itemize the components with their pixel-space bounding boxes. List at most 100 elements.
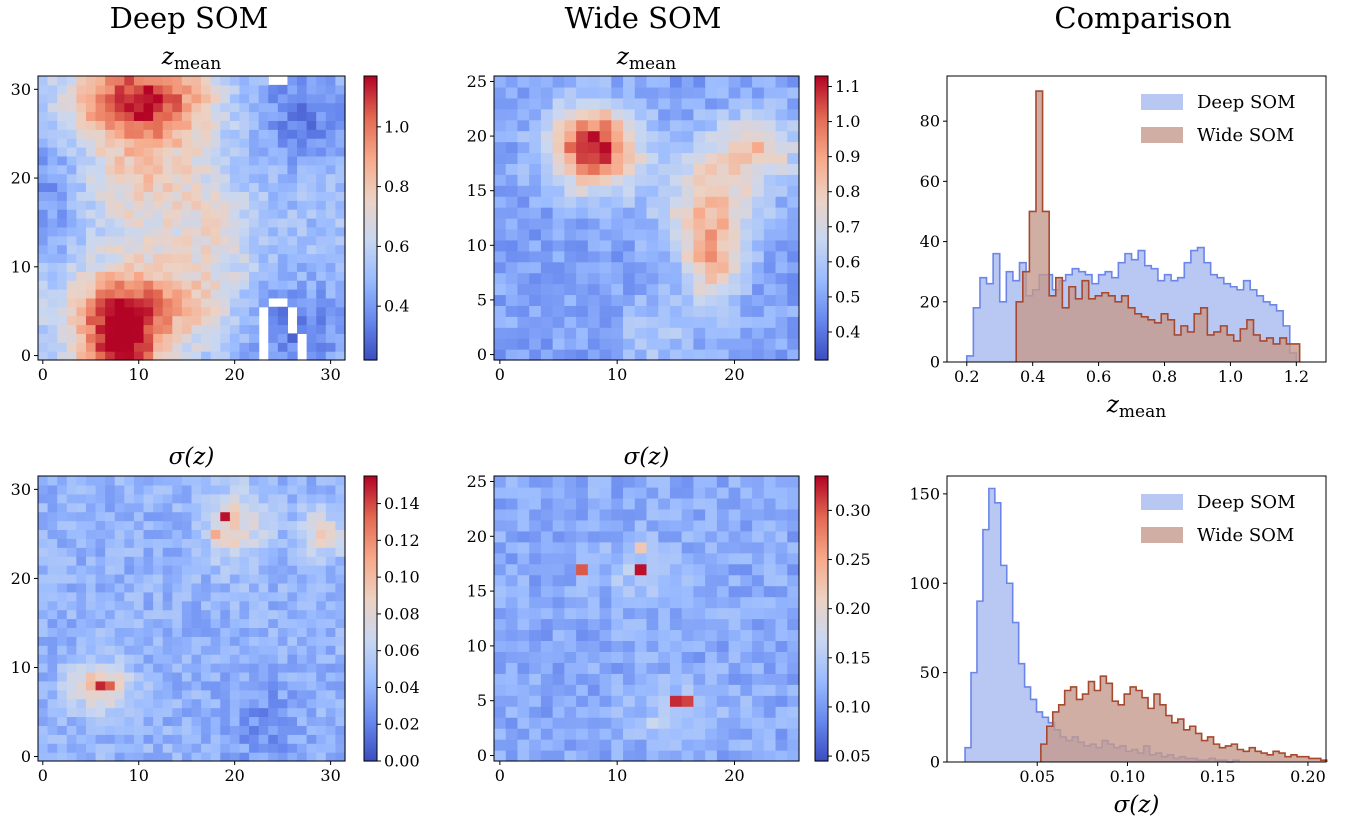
heatmap-cell <box>277 191 289 201</box>
heatmap-cell <box>494 76 507 88</box>
colorbar-segment <box>815 158 828 162</box>
heatmap-cell <box>775 272 788 285</box>
heatmap-cell <box>268 84 279 95</box>
heatmap-cell <box>599 338 612 350</box>
heatmap-cell <box>57 315 68 326</box>
heatmap-cell <box>529 508 542 521</box>
colorbar-segment <box>364 668 377 672</box>
colorbar-segment <box>815 177 828 181</box>
heatmap-cell <box>693 349 706 361</box>
heatmap-cell <box>85 743 97 753</box>
heatmap-cell <box>201 351 212 361</box>
colorbar-segment <box>815 499 828 503</box>
heatmap-cell <box>153 600 164 611</box>
heatmap-cell <box>220 636 231 646</box>
heatmap-cell <box>517 618 530 631</box>
heatmap-cell <box>728 640 741 652</box>
heatmap-cell <box>564 629 577 642</box>
heatmap-cell <box>297 315 308 326</box>
heatmap-cell <box>297 707 308 718</box>
heatmap-cell <box>76 244 87 255</box>
heatmap-cell <box>105 120 116 130</box>
heatmap-cell <box>775 728 788 740</box>
colorbar-tick-label: 0.15 <box>835 648 871 667</box>
heatmap-cell <box>143 743 154 753</box>
heatmap-cell <box>740 218 753 230</box>
colorbar-segment <box>815 656 828 660</box>
heatmap-cell <box>143 582 154 593</box>
heatmap-cell <box>85 680 97 691</box>
heatmap-cell <box>517 130 530 143</box>
heatmap-cell <box>57 191 68 201</box>
heatmap-cell <box>249 493 260 504</box>
heatmap-cell <box>201 306 212 317</box>
y-tick-label: 0 <box>21 346 31 365</box>
heatmap-cell <box>576 673 589 685</box>
colorbar-tick-label: 0.12 <box>384 531 420 550</box>
heatmap-cell <box>172 627 183 637</box>
heatmap-cell <box>76 618 87 629</box>
heatmap-cell <box>335 511 346 522</box>
heatmap-cell <box>249 502 260 513</box>
heatmap-cell <box>693 141 706 154</box>
heatmap-cell <box>587 163 601 175</box>
colorbar-segment <box>815 348 828 352</box>
colorbar-segment <box>364 281 377 285</box>
heatmap-cell <box>540 629 554 642</box>
heatmap-cell <box>752 130 765 143</box>
heatmap-cell <box>124 556 135 566</box>
colorbar-tick-label: 0.14 <box>384 494 420 513</box>
heatmap-cell <box>268 645 279 655</box>
heatmap-cell <box>658 706 671 718</box>
heatmap-cell <box>587 108 601 121</box>
heatmap-cell <box>124 218 135 228</box>
heatmap-cell <box>529 152 542 164</box>
heatmap-cell <box>47 76 58 86</box>
heatmap-cell <box>85 155 97 166</box>
heatmap-cell <box>681 541 695 554</box>
heatmap-cell <box>646 651 659 663</box>
colorbar-segment <box>815 682 828 686</box>
heatmap-cell <box>38 102 49 113</box>
heatmap-cell <box>105 226 116 237</box>
heatmap-cell <box>705 739 718 751</box>
heatmap-cell <box>587 218 601 230</box>
heatmap-cell <box>239 752 250 762</box>
heatmap-cell <box>505 228 519 241</box>
heatmap-cell <box>787 596 800 609</box>
heatmap-cell <box>787 283 800 296</box>
heatmap-cell <box>66 529 77 539</box>
colorbar-segment <box>815 654 828 658</box>
heatmap-cell <box>540 728 554 740</box>
heatmap-cell <box>201 164 212 175</box>
heatmap-cell <box>201 493 212 504</box>
heatmap-cell <box>38 476 49 486</box>
heatmap-cell <box>124 76 135 86</box>
heatmap-cell <box>752 196 765 208</box>
heatmap-cell <box>66 493 77 504</box>
colorbar-segment <box>364 561 377 565</box>
heatmap-cell <box>529 272 542 285</box>
heatmap-cell <box>153 244 164 255</box>
heatmap-cell <box>220 752 231 762</box>
heatmap-cell <box>646 750 659 762</box>
heatmap-cell <box>646 97 659 110</box>
heatmap-cell <box>775 152 788 164</box>
heatmap-cell <box>268 315 279 326</box>
heatmap-cell <box>172 262 183 272</box>
heatmap-cell <box>47 111 58 121</box>
colorbar-segment <box>364 530 377 534</box>
heatmap-cell <box>76 752 87 762</box>
heatmap-cell <box>124 155 135 166</box>
heatmap-cell <box>763 574 777 587</box>
heatmap-cell <box>201 147 212 157</box>
heatmap-cell <box>220 182 231 192</box>
heatmap-cell <box>57 556 68 566</box>
heatmap-cell <box>728 218 741 230</box>
heatmap-cell <box>258 511 269 522</box>
heatmap-cell <box>229 333 241 343</box>
heatmap-cell <box>76 582 87 593</box>
heatmap-cell <box>529 174 542 186</box>
heatmap-cell <box>239 93 250 104</box>
